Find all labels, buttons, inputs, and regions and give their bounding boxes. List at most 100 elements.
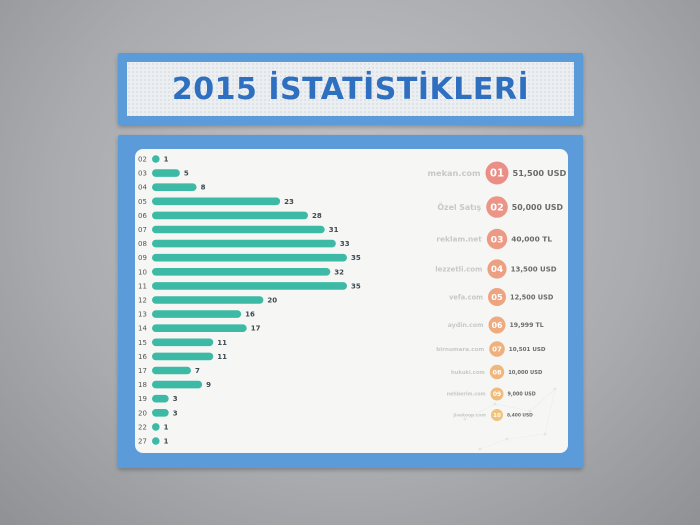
ranking-badge	[488, 288, 506, 306]
bar	[152, 423, 160, 431]
ranking-name: reklam.net	[436, 235, 482, 244]
ranking-badge	[486, 228, 508, 250]
bar	[152, 253, 347, 262]
category-label: 05	[138, 198, 147, 206]
ranking-name: hukuki.com	[451, 370, 485, 376]
category-label: 14	[138, 325, 147, 333]
bar	[152, 366, 191, 375]
ranking-number: 06	[492, 321, 503, 330]
bar-value-label: 8	[201, 184, 206, 192]
bar-value-label: 17	[251, 325, 261, 333]
bar	[152, 324, 247, 332]
ranking-value: 19,999 TL	[510, 322, 544, 329]
decor-line	[544, 388, 556, 435]
bar-value-label: 1	[164, 156, 169, 164]
category-label: 02	[138, 156, 147, 164]
ranking-number: 02	[490, 203, 504, 214]
category-label: 20	[138, 409, 147, 417]
ranking-name: Özel Satış	[437, 203, 481, 212]
bar-value-label: 31	[329, 226, 339, 234]
bar-value-label: 5	[184, 170, 189, 178]
bar	[152, 268, 331, 276]
ranking-name: vefa.com	[449, 293, 483, 301]
bar-value-label: 1	[164, 423, 169, 431]
bar-value-label: 1	[164, 438, 169, 446]
category-label: 10	[138, 268, 147, 276]
ranking-value: 12,500 USD	[510, 293, 554, 301]
category-label: 09	[138, 254, 147, 262]
ranking-number: 10	[493, 413, 501, 419]
category-label: 22	[138, 423, 147, 431]
category-label: 12	[138, 297, 147, 305]
bar-value-label: 35	[351, 282, 361, 290]
ranking-value: 10,501 USD	[509, 347, 546, 353]
ranking-number: 04	[491, 265, 503, 275]
bar	[152, 169, 180, 177]
ranking-badge	[485, 161, 509, 185]
chart-panel: 02 1 03 5 04 8 05 23 06 28 07 31 08 33 09 35 10 32 11 35 12 2…	[135, 149, 568, 453]
ranking-badge	[489, 341, 505, 357]
bar-value-label: 3	[173, 395, 178, 403]
bar	[152, 394, 169, 403]
bar	[152, 183, 197, 191]
bar	[152, 211, 308, 220]
bar-value-label: 11	[217, 353, 227, 361]
category-label: 18	[138, 381, 147, 389]
ranking-name: jivekoop.com	[452, 413, 486, 419]
ranking-badge	[491, 409, 503, 421]
category-label: 06	[138, 212, 147, 220]
bar	[152, 296, 264, 304]
ranking-badge	[488, 316, 506, 334]
bar-value-label: 32	[334, 268, 344, 276]
ranking-badge	[486, 196, 508, 218]
bar-value-label: 11	[217, 339, 227, 347]
category-label: 08	[138, 240, 147, 248]
bar-value-label: 33	[340, 240, 350, 248]
chart-board: 02 1 03 5 04 8 05 23 06 28 07 31 08 33 09 35 10 32 11 35 12 2…	[118, 135, 583, 468]
bar-value-label: 35	[351, 254, 361, 262]
ranking-name: mekan.com	[427, 168, 480, 178]
ranking-badge	[489, 364, 505, 380]
title-banner: 2015 İSTATİSTİKLERİ	[118, 53, 583, 125]
ranking-value: 51,500 USD	[513, 168, 567, 178]
bar	[152, 282, 347, 290]
bar-value-label: 28	[312, 212, 322, 220]
ranking-number: 03	[491, 234, 504, 245]
ranking-badge	[487, 259, 507, 279]
bar-value-label: 23	[284, 198, 294, 206]
decor-line	[506, 433, 546, 440]
ranking-number: 01	[490, 168, 504, 180]
ranking-value: 40,000 TL	[511, 235, 552, 244]
ranking-name: nehberim.com	[447, 392, 486, 398]
category-label: 07	[138, 226, 147, 234]
bar	[152, 239, 336, 248]
ranking-value: 10,000 USD	[508, 370, 543, 376]
ranking-value: 13,500 USD	[511, 266, 557, 274]
decor-line	[464, 403, 496, 420]
page-title: 2015 İSTATİSTİKLERİ	[171, 71, 530, 107]
ranking-name: birnumara.com	[436, 347, 484, 353]
ranking-number: 05	[491, 292, 503, 302]
ranking-value: 8,400 USD	[507, 413, 533, 419]
category-label: 15	[138, 339, 147, 347]
title-panel: 2015 İSTATİSTİKLERİ	[127, 62, 574, 116]
bar	[152, 352, 214, 361]
category-label: 27	[138, 438, 147, 446]
bar	[152, 338, 214, 347]
ranking-value: 50,000 USD	[512, 203, 564, 212]
bar	[152, 409, 169, 417]
decor-line	[494, 403, 531, 412]
bar	[152, 437, 160, 445]
bar-value-label: 3	[173, 409, 178, 417]
ranking-name: lezzetli.com	[435, 266, 482, 274]
bar	[152, 197, 281, 206]
category-label: 19	[138, 395, 147, 403]
decor-line	[479, 438, 508, 450]
bar-value-label: 16	[245, 311, 255, 319]
category-label: 17	[138, 367, 147, 375]
bar-value-label: 9	[206, 381, 211, 389]
category-label: 13	[138, 311, 147, 319]
ranking-badge	[490, 387, 504, 401]
ranking-value: 9,000 USD	[508, 392, 536, 398]
